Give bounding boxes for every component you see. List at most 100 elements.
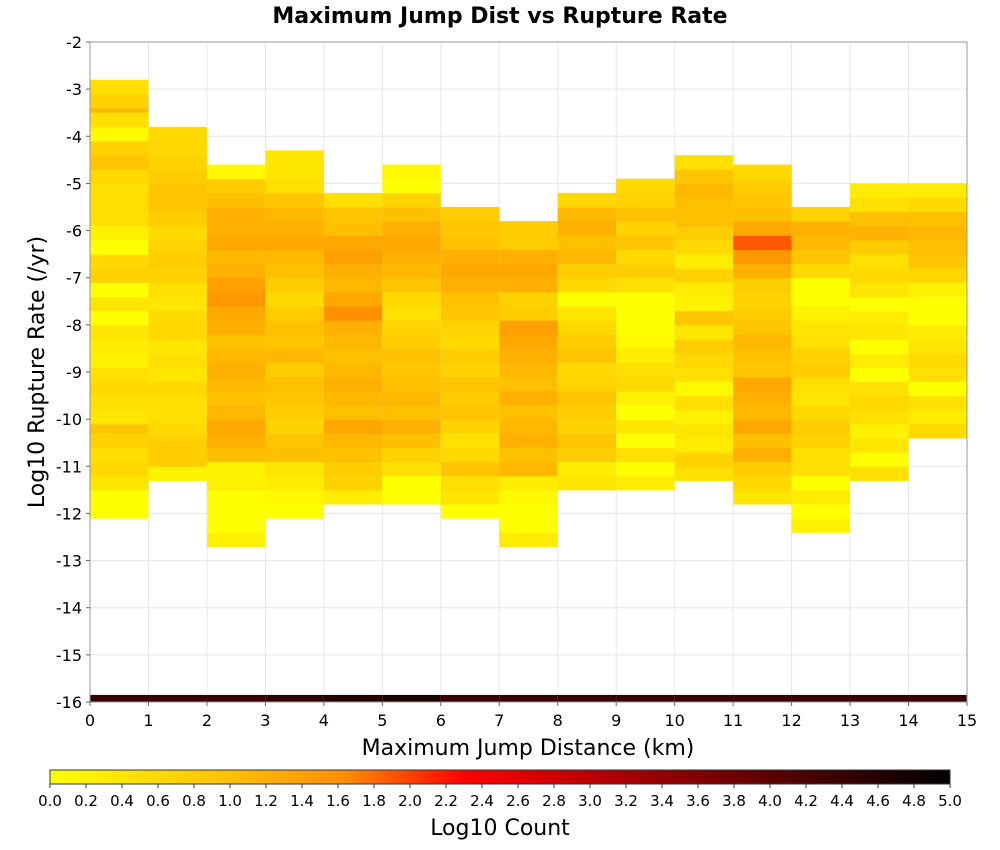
heatmap-cell	[791, 376, 851, 392]
heatmap-cell	[323, 235, 383, 250]
heatmap-cell	[323, 334, 383, 349]
heatmap-cell	[323, 277, 383, 293]
heatmap-cell	[206, 461, 266, 477]
heatmap-cell	[674, 409, 734, 425]
heatmap-cell	[382, 348, 441, 364]
heatmap-cell	[265, 320, 324, 335]
heatmap-cell	[206, 390, 266, 406]
heatmap-cell	[908, 268, 967, 283]
x-tick-label: 3	[260, 711, 270, 730]
heatmap-cell	[323, 362, 383, 378]
heatmap-cell	[440, 475, 500, 491]
heatmap-cell	[323, 263, 383, 279]
heatmap-cell	[908, 197, 967, 213]
heatmap-cell	[791, 334, 851, 349]
heatmap-cell	[791, 263, 851, 279]
heatmap-cell	[616, 221, 675, 236]
heatmap-cell	[323, 192, 383, 208]
heatmap-cell	[674, 225, 734, 241]
heatmap-cell	[323, 489, 383, 505]
heatmap-cell-bottom	[90, 694, 149, 702]
heatmap-cell	[499, 306, 558, 321]
heatmap-cell	[557, 277, 617, 293]
heatmap-cell	[382, 306, 441, 321]
heatmap-cell	[440, 249, 500, 265]
heatmap-cell	[850, 211, 909, 227]
heatmap-cell	[265, 334, 324, 349]
heatmap-cell-bottom	[791, 694, 851, 702]
heatmap-cell	[791, 249, 851, 265]
heatmap-cell	[908, 225, 967, 241]
heatmap-cell	[206, 405, 266, 420]
heatmap-cell	[557, 207, 617, 222]
heatmap-cell	[206, 320, 266, 335]
colorbar-tick-label: 0.4	[110, 792, 134, 810]
heatmap-cell	[791, 390, 851, 406]
heatmap-cell	[557, 461, 617, 477]
heatmap-cell	[557, 235, 617, 250]
heatmap-cell	[733, 334, 792, 349]
y-tick-label: -14	[56, 599, 82, 618]
heatmap-cell	[850, 282, 909, 298]
heatmap-cell	[382, 320, 441, 335]
heatmap-cell	[908, 339, 967, 354]
heatmap-cell	[265, 348, 324, 364]
heatmap-cell	[791, 447, 851, 463]
heatmap-cell	[323, 207, 383, 222]
heatmap-cell	[908, 423, 967, 439]
heatmap-cell	[148, 310, 207, 326]
heatmap-cell	[791, 207, 851, 222]
heatmap-cell	[908, 353, 967, 368]
heatmap-cell	[382, 249, 441, 265]
heatmap-cell	[90, 169, 149, 184]
heatmap-cell	[733, 447, 792, 463]
heatmap-cell	[791, 306, 851, 321]
x-tick-label: 11	[723, 711, 743, 730]
heatmap-cell	[148, 282, 207, 298]
heatmap-cell	[499, 447, 558, 463]
colorbar-tick-label: 4.6	[866, 792, 890, 810]
heatmap-cell	[733, 348, 792, 364]
heatmap-cell	[382, 447, 441, 463]
heatmap-cell	[382, 221, 441, 236]
heatmap-cell	[148, 466, 207, 481]
heatmap-cell	[616, 249, 675, 265]
heatmap-cell	[499, 475, 558, 491]
heatmap-cell	[499, 461, 558, 477]
heatmap-cell	[499, 405, 558, 420]
heatmap-cell	[616, 447, 675, 463]
heatmap-cell	[382, 489, 441, 505]
heatmap-cell	[382, 376, 441, 392]
heatmap-cell	[850, 409, 909, 425]
heatmap-cell	[557, 320, 617, 335]
heatmap-cell	[674, 353, 734, 368]
colorbar-tick-label: 3.0	[578, 792, 602, 810]
heatmap-cell	[440, 376, 500, 392]
heatmap-cell	[557, 249, 617, 265]
heatmap-cell	[674, 197, 734, 213]
chart-title: Maximum Jump Dist vs Rupture Rate	[272, 4, 727, 29]
heatmap-cell	[206, 235, 266, 250]
heatmap-cell	[265, 249, 324, 265]
heatmap-cell	[90, 254, 149, 269]
colorbar-tick-label: 5.0	[938, 792, 962, 810]
heatmap-cell	[850, 395, 909, 411]
colorbar-tick-label: 1.0	[218, 792, 242, 810]
heatmap-cell	[265, 376, 324, 392]
heatmap-cell	[674, 423, 734, 439]
colorbar-tick-label: 3.4	[650, 792, 674, 810]
heatmap-cell	[733, 192, 792, 208]
y-tick-label: -16	[56, 693, 82, 712]
heatmap-cell	[265, 419, 324, 434]
heatmap-cell	[850, 452, 909, 467]
heatmap-cell	[791, 433, 851, 448]
heatmap-cell	[499, 320, 558, 335]
heatmap-cell	[206, 291, 266, 307]
heatmap-cell	[440, 447, 500, 463]
heatmap-cell	[733, 405, 792, 420]
heatmap-cell	[206, 221, 266, 236]
heatmap-cell	[206, 532, 266, 547]
x-tick-label: 7	[494, 711, 504, 730]
heatmap-cell	[148, 339, 207, 354]
heatmap-cell	[557, 376, 617, 392]
